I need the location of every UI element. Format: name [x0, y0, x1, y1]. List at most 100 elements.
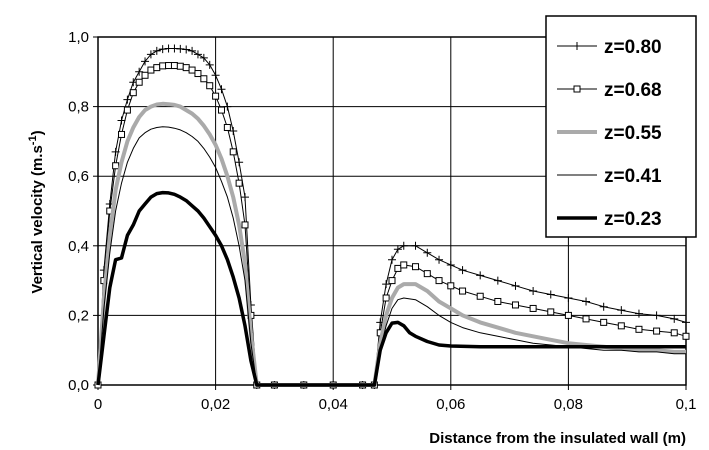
plus-marker: [193, 50, 202, 59]
square-marker: [200, 75, 208, 83]
square-marker: [229, 148, 237, 156]
plus-marker: [682, 318, 690, 327]
legend-item: z=0.23: [557, 209, 662, 230]
plus-marker: [117, 116, 126, 125]
plus-marker: [123, 95, 132, 104]
y-axis-title-sup: -1: [27, 135, 39, 145]
square-marker: [447, 282, 455, 290]
plus-marker: [182, 45, 191, 54]
square-marker: [194, 70, 202, 78]
plus-marker: [211, 71, 220, 80]
square-marker: [170, 62, 178, 70]
y-axis-title: Vertical velocity (m.s-1): [27, 130, 46, 293]
square-marker: [670, 329, 678, 337]
plus-marker: [388, 255, 396, 264]
plus-marker: [152, 46, 161, 55]
plus-marker: [634, 309, 643, 318]
plus-marker: [235, 158, 244, 167]
plus-marker: [573, 42, 581, 50]
plus-marker: [582, 297, 591, 306]
square-marker: [582, 315, 590, 323]
plus-marker: [529, 287, 538, 296]
series-line: [96, 190, 686, 387]
plus-marker: [399, 241, 408, 250]
y-axis-title-end: ): [29, 130, 46, 135]
x-tick-label: 0,06: [436, 396, 465, 413]
y-tick-label: 0,6: [68, 168, 89, 185]
plus-marker: [241, 193, 249, 202]
square-marker: [241, 221, 249, 229]
legend-item: z=0.55: [557, 123, 662, 144]
square-marker: [182, 64, 190, 72]
square-marker: [223, 123, 231, 131]
square-marker: [159, 62, 167, 70]
square-marker: [529, 304, 537, 312]
series-1: [94, 62, 690, 389]
square-marker: [682, 332, 690, 340]
legend-label: z=0.41: [604, 166, 662, 187]
square-marker: [176, 62, 184, 70]
square-marker: [653, 327, 661, 335]
legend-item: z=0.41: [557, 166, 662, 187]
plus-marker: [670, 314, 679, 323]
plus-marker: [141, 57, 150, 66]
plus-marker: [546, 290, 555, 299]
plus-marker: [652, 311, 661, 320]
plus-marker: [158, 45, 167, 54]
square-marker: [188, 66, 196, 74]
square-marker: [564, 311, 572, 319]
x-tick-label: 0: [94, 396, 102, 413]
plus-marker: [146, 50, 155, 59]
square-marker: [494, 297, 502, 305]
plus-marker: [199, 53, 208, 62]
square-marker: [141, 71, 149, 79]
y-tick-label: 0,8: [68, 99, 89, 116]
legend-label: z=0.23: [604, 209, 662, 230]
y-axis-title-main: Vertical velocity (m.s: [29, 145, 46, 293]
x-tick-label: 0,08: [554, 396, 583, 413]
series-4: [96, 190, 686, 387]
square-marker: [123, 106, 131, 114]
plus-marker: [217, 85, 226, 94]
square-marker: [153, 64, 161, 72]
square-marker: [212, 92, 220, 100]
y-tick-label: 0,0: [68, 377, 89, 394]
square-marker: [511, 301, 519, 309]
plus-marker: [617, 306, 626, 315]
plus-marker: [411, 241, 420, 250]
square-marker: [235, 179, 243, 187]
square-marker: [459, 287, 467, 295]
square-marker: [412, 263, 420, 271]
series-layer: [94, 44, 690, 389]
plus-marker: [393, 245, 402, 254]
y-tick-label: 0,4: [68, 238, 89, 255]
legend-label: z=0.80: [604, 37, 662, 58]
square-marker: [400, 261, 408, 269]
plus-marker: [599, 302, 608, 311]
square-marker: [382, 294, 390, 302]
square-marker: [129, 89, 137, 97]
plus-marker: [188, 46, 197, 55]
plus-marker: [435, 255, 444, 264]
plus-marker: [205, 60, 214, 69]
legend-label: z=0.55: [604, 123, 662, 144]
legend-box: [545, 15, 697, 238]
legend-item: z=0.68: [557, 80, 662, 101]
square-marker: [617, 322, 625, 330]
plus-marker: [476, 271, 485, 280]
x-axis-title: Distance from the insulated wall (m): [429, 430, 686, 447]
y-tick-labels: 0,0 0,2 0,4 0,6 0,8 1,0: [68, 29, 89, 394]
series-0: [94, 44, 690, 389]
plus-marker: [423, 248, 432, 257]
square-marker: [573, 85, 581, 93]
x-tick-label: 0,02: [201, 396, 230, 413]
square-marker: [135, 78, 143, 86]
square-marker: [217, 106, 225, 114]
square-marker: [206, 82, 214, 90]
plus-marker: [458, 266, 467, 275]
square-marker: [112, 162, 120, 170]
square-marker: [476, 292, 484, 300]
square-marker: [118, 130, 126, 138]
square-marker: [547, 308, 555, 316]
